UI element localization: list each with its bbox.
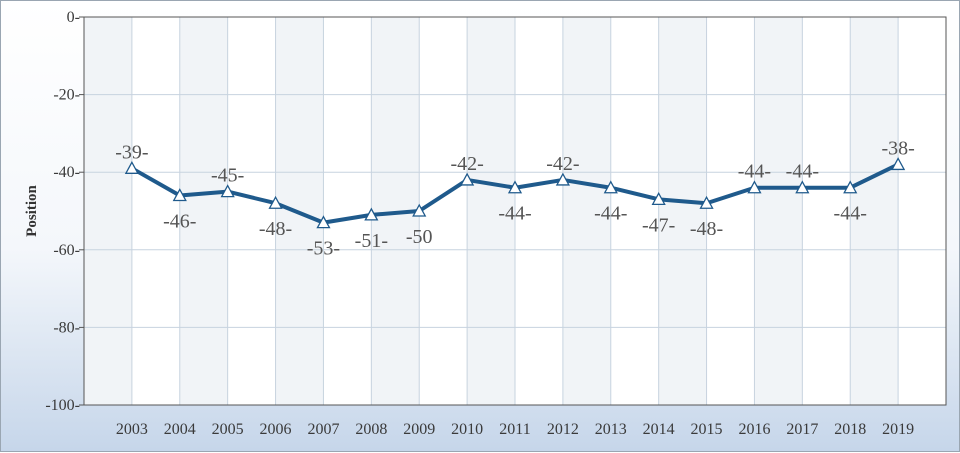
data-label: -48- (259, 218, 292, 240)
data-label: -44- (738, 161, 771, 183)
data-point-marker (364, 207, 379, 221)
x-tick-label: 2017 (786, 421, 818, 438)
data-point-marker (555, 172, 570, 186)
data-label: -42- (546, 153, 579, 175)
data-label: -50 (406, 226, 433, 248)
plot-band (467, 17, 515, 405)
data-point-marker (891, 157, 906, 171)
y-tick-label: 0- (67, 9, 80, 26)
plot-band (562, 17, 611, 405)
y-tick-label: -60- (53, 242, 80, 259)
data-point-marker (268, 195, 283, 209)
x-tick-label: 2005 (212, 421, 244, 438)
x-tick-label: 2019 (882, 421, 914, 438)
x-tick-label: 2006 (260, 421, 292, 438)
data-label: -44- (834, 203, 867, 225)
plot-band (754, 17, 803, 405)
data-point-marker (412, 203, 427, 217)
grid-lines (84, 16, 946, 406)
y-tick-label: -80- (53, 319, 80, 336)
data-point-marker (316, 215, 331, 229)
data-label: -44- (786, 161, 819, 183)
x-tick-label: 2018 (834, 421, 866, 438)
data-label: -39- (115, 141, 148, 163)
y-axis: 0- -20- -40- -60- -80- -100- (45, 9, 84, 414)
y-axis-title: Position (24, 185, 40, 237)
x-tick-label: 2009 (403, 421, 435, 438)
data-labels: -39- -46- -45- -48- -53- -51- -50 -42- -44- -42- -… (115, 137, 915, 259)
data-point-marker (603, 180, 618, 194)
series-markers (124, 157, 906, 229)
x-axis: 2003 2004 2005 2006 2007 2008 2009 2010 2011 2012… (116, 421, 914, 438)
data-label: -44- (498, 203, 531, 225)
data-label: -48- (690, 218, 723, 240)
data-label: -51- (355, 230, 388, 252)
data-point-marker (795, 180, 810, 194)
y-tick-label: -100- (45, 397, 80, 414)
data-label: -42- (450, 153, 483, 175)
y-tick-label: -20- (53, 87, 80, 104)
plot-band (850, 17, 899, 405)
x-tick-label: 2008 (355, 421, 387, 438)
x-tick-label: 2013 (595, 421, 627, 438)
plot-border (83, 16, 947, 406)
data-label: -45- (211, 165, 244, 187)
data-label: -44- (594, 203, 627, 225)
data-label: -47- (642, 214, 675, 236)
data-point-marker (220, 184, 235, 198)
x-tick-label: 2011 (499, 421, 530, 438)
data-point-marker (747, 180, 762, 194)
data-point-marker (651, 192, 666, 206)
plot-band (84, 17, 132, 405)
x-tick-label: 2010 (451, 421, 483, 438)
x-tick-label: 2007 (307, 421, 339, 438)
x-tick-label: 2004 (164, 421, 196, 438)
data-point-marker (124, 160, 139, 174)
data-point-marker (507, 180, 523, 194)
plot-band (179, 17, 228, 405)
x-tick-label: 2003 (116, 421, 148, 438)
plot-band (658, 17, 707, 405)
x-tick-label: 2014 (643, 421, 675, 438)
data-label: -38- (881, 137, 914, 159)
data-label: -46- (163, 210, 196, 232)
x-tick-label: 2015 (691, 421, 723, 438)
y-tick-label: -40- (53, 164, 80, 181)
data-label: -53- (307, 238, 340, 260)
x-tick-label: 2012 (547, 421, 579, 438)
x-tick-label: 2016 (738, 421, 770, 438)
data-point-marker (460, 172, 475, 186)
data-point-marker (843, 180, 858, 194)
data-point-marker (172, 188, 187, 202)
data-point-marker (699, 195, 714, 209)
